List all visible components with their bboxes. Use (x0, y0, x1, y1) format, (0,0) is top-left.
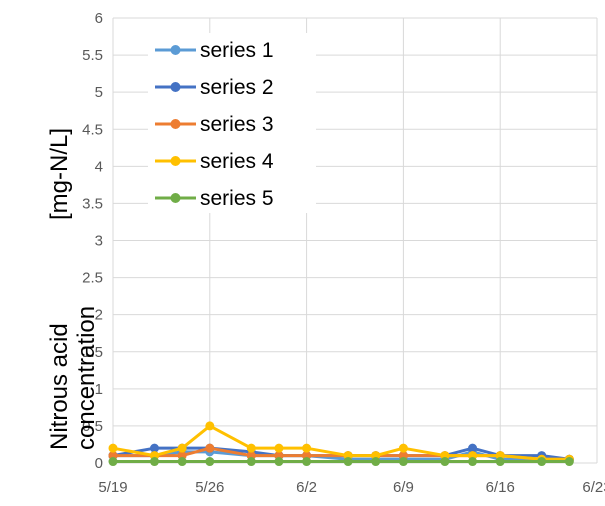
legend-item: series 3 (155, 113, 274, 136)
legend-marker (170, 45, 181, 55)
data-point (371, 457, 381, 467)
data-point (398, 443, 408, 453)
data-point (537, 457, 547, 467)
x-tick-label: 6/9 (393, 479, 414, 496)
data-point (274, 443, 284, 453)
data-point (302, 443, 312, 453)
legend: series 1 series 2 series 3 series 4 series 5 (148, 33, 316, 213)
legend-label: series 5 (200, 187, 274, 210)
data-point (205, 457, 215, 467)
legend-label: series 1 (200, 39, 274, 62)
data-point (177, 443, 187, 453)
data-point (108, 443, 118, 453)
data-point (398, 457, 408, 467)
data-point (564, 457, 574, 467)
data-point (440, 457, 450, 467)
legend-item: series 1 (155, 39, 274, 62)
series-5 (108, 457, 574, 467)
x-tick-label: 5/26 (195, 479, 224, 496)
legend-marker (170, 119, 181, 129)
data-point (149, 457, 159, 467)
y-tick-label: 1 (95, 381, 103, 398)
legend-marker (170, 156, 181, 166)
x-tick-label: 5/19 (98, 479, 127, 496)
data-point (149, 443, 159, 453)
data-point (302, 457, 312, 467)
data-point (468, 457, 478, 467)
series-group (108, 421, 574, 467)
legend-label: series 2 (200, 76, 274, 99)
legend-item: series 5 (155, 187, 274, 210)
legend-item: series 4 (155, 150, 274, 173)
x-tick-label: 6/16 (486, 479, 515, 496)
legend-label: series 3 (200, 113, 274, 136)
y-tick-label: 4.5 (82, 121, 103, 138)
data-point (108, 457, 118, 467)
y-tick-label: 3.5 (82, 195, 103, 212)
legend-label: series 4 (200, 150, 274, 173)
y-tick-label: 6 (95, 10, 103, 27)
data-point (495, 457, 505, 467)
y-axis-label-line-2: concentration (73, 306, 100, 450)
y-tick-label: 2 (95, 307, 103, 324)
data-point (246, 457, 256, 467)
y-tick-label: 1.5 (82, 344, 103, 361)
data-point (343, 457, 353, 467)
data-point (177, 457, 187, 467)
y-axis-label: Nitrous acid concentration (46, 306, 100, 450)
legend-marker (170, 82, 181, 92)
data-point (205, 443, 215, 453)
x-tick-label: 6/23 (582, 479, 605, 496)
y-tick-label: 5.5 (82, 47, 103, 64)
legend-item: series 2 (155, 76, 274, 99)
y-tick-label: 3 (95, 233, 103, 250)
data-point (274, 457, 284, 467)
y-tick-label: 2.5 (82, 270, 103, 287)
y-tick-label: 4 (95, 158, 103, 175)
y-tick-label: 0.5 (82, 418, 103, 435)
y-axis-unit: [mg-N/L] (46, 128, 73, 220)
y-axis: 0 0.5 1 1.5 2 2.5 3 3.5 4 4.5 5 5.5 6 (82, 10, 103, 472)
data-point (246, 443, 256, 453)
x-axis: 5/19 5/26 6/2 6/9 6/16 6/23 (98, 479, 605, 496)
y-tick-label: 0 (95, 455, 103, 472)
x-tick-label: 6/2 (296, 479, 317, 496)
y-tick-label: 5 (95, 84, 103, 101)
legend-marker (170, 193, 181, 203)
y-axis-label-line-1: Nitrous acid (46, 323, 73, 450)
y-axis-label-line-3: [mg-N/L] (46, 128, 73, 220)
data-point (205, 421, 215, 431)
data-point (468, 443, 478, 453)
